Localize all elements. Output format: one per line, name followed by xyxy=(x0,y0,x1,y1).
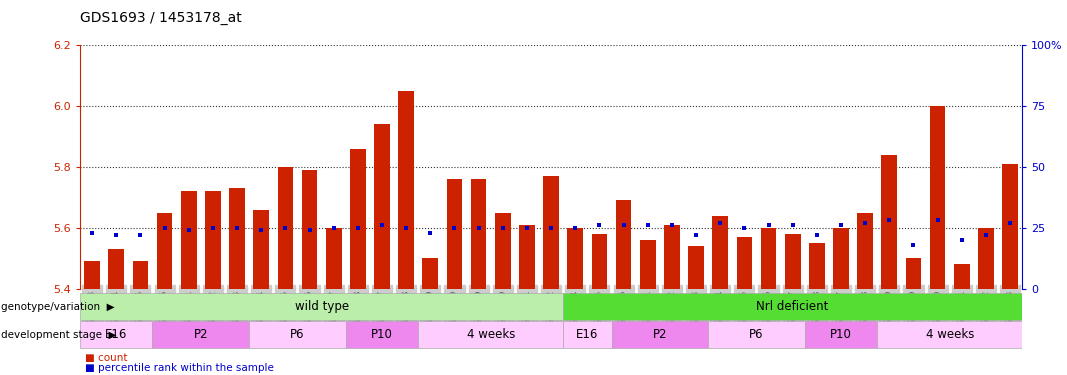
Bar xyxy=(761,228,777,289)
Bar xyxy=(277,167,293,289)
Text: development stage  ▶: development stage ▶ xyxy=(1,330,116,340)
Bar xyxy=(153,321,249,348)
Bar xyxy=(688,246,704,289)
Bar xyxy=(563,293,1022,320)
Text: Nrl deficient: Nrl deficient xyxy=(757,300,829,313)
Bar xyxy=(978,228,993,289)
Bar xyxy=(375,124,389,289)
Bar xyxy=(205,191,221,289)
Bar xyxy=(954,264,970,289)
Text: genotype/variation  ▶: genotype/variation ▶ xyxy=(1,302,114,312)
Bar xyxy=(249,321,346,348)
Bar xyxy=(809,243,825,289)
Bar xyxy=(447,179,462,289)
Bar xyxy=(833,228,849,289)
Bar xyxy=(543,176,559,289)
Text: P2: P2 xyxy=(193,328,208,341)
Bar xyxy=(616,200,632,289)
Bar xyxy=(157,213,173,289)
Bar xyxy=(713,216,728,289)
Bar xyxy=(929,106,945,289)
Bar xyxy=(708,321,805,348)
Bar xyxy=(84,261,100,289)
Bar xyxy=(563,321,611,348)
Text: ■ count: ■ count xyxy=(85,353,128,363)
Bar xyxy=(325,228,341,289)
Text: E16: E16 xyxy=(576,328,599,341)
Bar xyxy=(229,188,245,289)
Text: 4 weeks: 4 weeks xyxy=(925,328,974,341)
Bar xyxy=(881,155,897,289)
Text: ■ percentile rank within the sample: ■ percentile rank within the sample xyxy=(85,363,274,374)
Bar xyxy=(181,191,196,289)
Bar xyxy=(495,213,511,289)
Bar xyxy=(1002,164,1018,289)
Bar xyxy=(398,91,414,289)
Bar xyxy=(80,293,563,320)
Bar xyxy=(350,148,366,289)
Bar xyxy=(805,321,877,348)
Text: P10: P10 xyxy=(371,328,393,341)
Bar xyxy=(736,237,752,289)
Bar xyxy=(423,258,439,289)
Bar xyxy=(302,170,317,289)
Bar xyxy=(591,234,607,289)
Text: GDS1693 / 1453178_at: GDS1693 / 1453178_at xyxy=(80,11,242,25)
Bar xyxy=(877,321,1022,348)
Text: P6: P6 xyxy=(290,328,305,341)
Bar xyxy=(611,321,708,348)
Bar xyxy=(346,321,418,348)
Bar xyxy=(664,225,680,289)
Bar xyxy=(471,179,487,289)
Text: wild type: wild type xyxy=(294,300,349,313)
Bar xyxy=(418,321,563,348)
Text: P6: P6 xyxy=(749,328,764,341)
Bar xyxy=(906,258,921,289)
Bar xyxy=(640,240,655,289)
Text: P2: P2 xyxy=(653,328,667,341)
Bar xyxy=(109,249,124,289)
Text: P10: P10 xyxy=(830,328,851,341)
Bar xyxy=(253,210,269,289)
Bar xyxy=(132,261,148,289)
Bar xyxy=(857,213,873,289)
Bar xyxy=(520,225,535,289)
Text: 4 weeks: 4 weeks xyxy=(466,328,515,341)
Bar xyxy=(785,234,800,289)
Text: E16: E16 xyxy=(105,328,127,341)
Bar xyxy=(80,321,153,348)
Bar xyxy=(568,228,583,289)
